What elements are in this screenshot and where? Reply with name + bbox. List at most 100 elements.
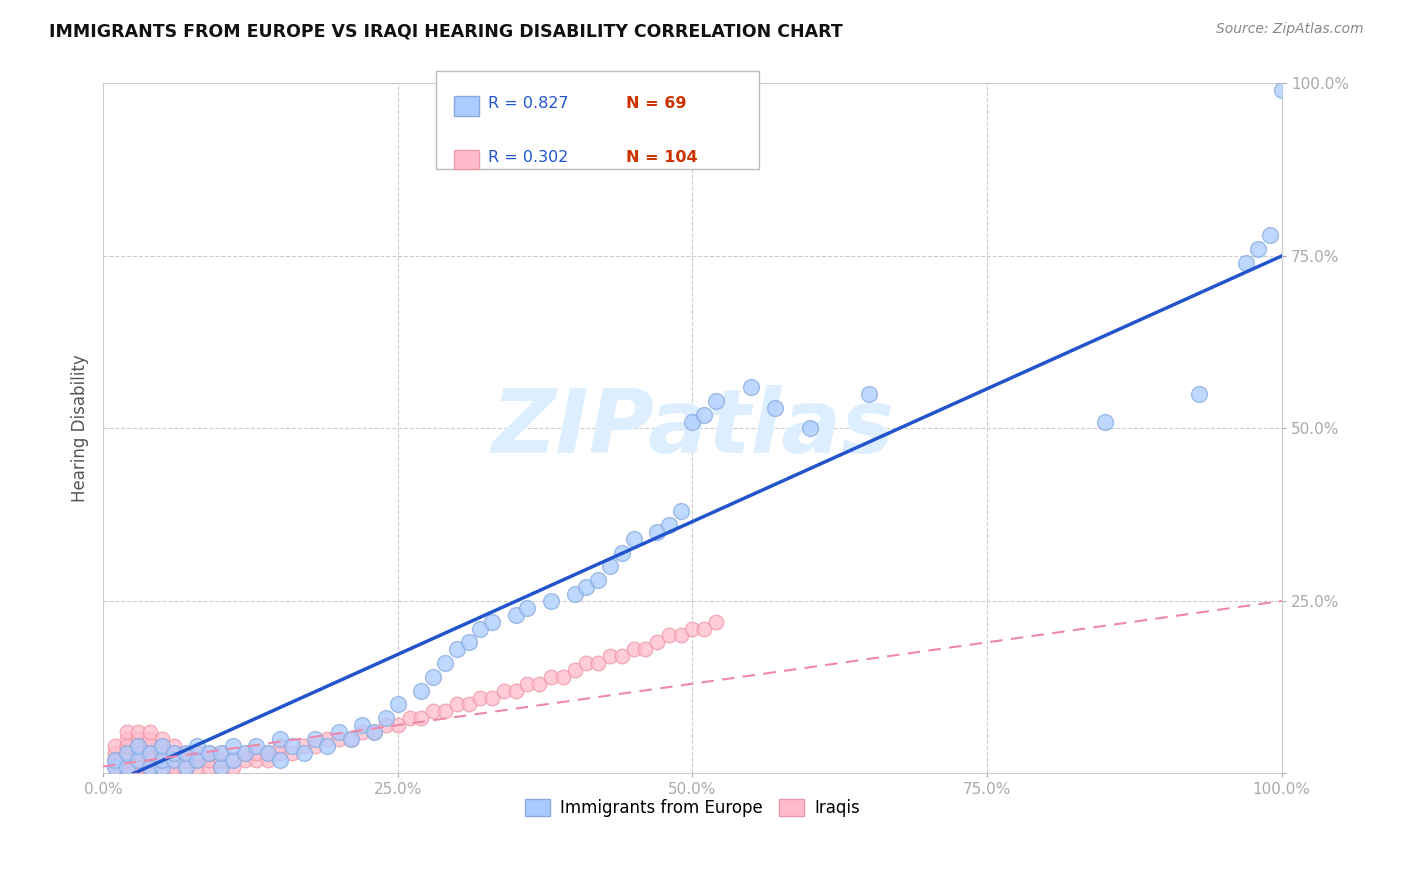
Point	[127, 739, 149, 753]
Point	[693, 408, 716, 422]
Point	[269, 753, 291, 767]
Point	[269, 739, 291, 753]
Point	[387, 718, 409, 732]
Point	[551, 670, 574, 684]
Point	[645, 524, 668, 539]
Point	[516, 677, 538, 691]
Point	[599, 559, 621, 574]
Point	[222, 739, 245, 753]
Point	[1271, 83, 1294, 97]
Point	[363, 725, 385, 739]
Point	[115, 739, 138, 753]
Point	[104, 753, 127, 767]
Point	[352, 718, 374, 732]
Point	[209, 759, 232, 773]
Point	[516, 600, 538, 615]
Point	[139, 746, 162, 760]
Text: Source: ZipAtlas.com: Source: ZipAtlas.com	[1216, 22, 1364, 37]
Point	[104, 759, 127, 773]
Point	[150, 759, 173, 773]
Point	[658, 518, 681, 533]
Text: N = 69: N = 69	[626, 96, 686, 112]
Point	[127, 759, 149, 773]
Point	[174, 753, 197, 767]
Point	[115, 746, 138, 760]
Point	[682, 622, 704, 636]
Point	[139, 731, 162, 746]
Point	[257, 746, 280, 760]
Point	[174, 759, 197, 773]
Point	[257, 753, 280, 767]
Text: N = 104: N = 104	[626, 150, 697, 165]
Point	[316, 731, 339, 746]
Point	[115, 746, 138, 760]
Point	[150, 753, 173, 767]
Point	[127, 759, 149, 773]
Point	[623, 532, 645, 546]
Text: R = 0.302: R = 0.302	[488, 150, 568, 165]
Point	[540, 594, 562, 608]
Point	[163, 739, 186, 753]
Point	[115, 759, 138, 773]
Point	[127, 753, 149, 767]
Point	[505, 607, 527, 622]
Point	[163, 759, 186, 773]
Point	[209, 746, 232, 760]
Point	[328, 731, 350, 746]
Point	[1258, 228, 1281, 243]
Point	[115, 725, 138, 739]
Point	[1247, 242, 1270, 256]
Point	[150, 731, 173, 746]
Point	[198, 746, 221, 760]
Point	[198, 753, 221, 767]
Point	[375, 711, 398, 725]
Point	[163, 759, 186, 773]
Point	[858, 387, 880, 401]
Point	[669, 628, 692, 642]
Point	[115, 759, 138, 773]
Point	[682, 415, 704, 429]
Point	[1188, 387, 1211, 401]
Point	[316, 739, 339, 753]
Point	[115, 746, 138, 760]
Point	[139, 746, 162, 760]
Point	[163, 746, 186, 760]
Point	[669, 504, 692, 518]
Point	[564, 587, 586, 601]
Point	[245, 746, 267, 760]
Point	[422, 704, 444, 718]
Point	[198, 746, 221, 760]
Point	[799, 421, 821, 435]
Point	[411, 711, 433, 725]
Text: R = 0.827: R = 0.827	[488, 96, 568, 112]
Point	[104, 759, 127, 773]
Point	[481, 615, 503, 629]
Point	[115, 739, 138, 753]
Point	[209, 746, 232, 760]
Point	[704, 393, 727, 408]
Point	[457, 635, 479, 649]
Point	[352, 725, 374, 739]
Point	[481, 690, 503, 705]
Point	[245, 739, 267, 753]
Point	[693, 622, 716, 636]
Point	[763, 401, 786, 415]
Point	[139, 759, 162, 773]
Point	[186, 746, 208, 760]
Point	[575, 656, 598, 670]
Point	[398, 711, 420, 725]
Point	[387, 698, 409, 712]
Point	[564, 663, 586, 677]
Point	[186, 753, 208, 767]
Point	[139, 753, 162, 767]
Point	[610, 546, 633, 560]
Point	[186, 753, 208, 767]
Point	[115, 759, 138, 773]
Point	[339, 731, 361, 746]
Point	[127, 731, 149, 746]
Y-axis label: Hearing Disability: Hearing Disability	[72, 354, 89, 502]
Point	[269, 731, 291, 746]
Point	[115, 731, 138, 746]
Point	[150, 739, 173, 753]
Point	[658, 628, 681, 642]
